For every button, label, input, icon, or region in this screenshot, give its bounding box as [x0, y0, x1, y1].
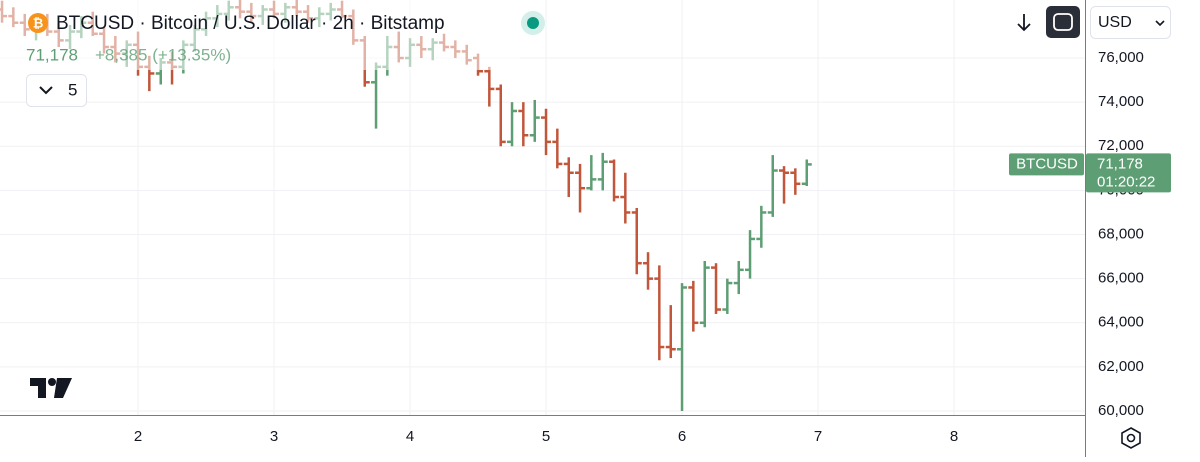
logo-dot	[48, 378, 56, 386]
y-tick-label: 72,000	[1098, 137, 1144, 154]
x-tick-label: 7	[814, 428, 822, 445]
chevron-icon	[39, 86, 53, 95]
settings-icon-center	[1126, 433, 1136, 443]
bitcoin-icon-glyph: ₿	[33, 15, 44, 30]
fullscreen-bg[interactable]	[1046, 6, 1080, 38]
logo-v	[54, 378, 72, 398]
x-tick-label: 5	[542, 428, 550, 445]
currency-label: USD	[1098, 14, 1132, 31]
currency-chevron	[1155, 20, 1165, 27]
market-status-dot[interactable]	[527, 17, 539, 29]
price-tag-bg	[1086, 153, 1171, 193]
x-tick-label: 4	[406, 428, 414, 445]
indicators-toggle[interactable]: 5	[26, 74, 87, 107]
x-tick-label: 8	[950, 428, 958, 445]
x-tick-label: 2	[134, 428, 142, 445]
tradingview-logo	[30, 378, 72, 398]
x-tick-label: 3	[270, 428, 278, 445]
price-change: +8,385 (+13.35%)	[95, 45, 231, 64]
download-button[interactable]	[1008, 6, 1040, 38]
y-tick-label: 74,000	[1098, 93, 1144, 110]
y-tick-label: 62,000	[1098, 358, 1144, 375]
fullscreen-icon	[1053, 13, 1073, 31]
y-tick-label: 68,000	[1098, 225, 1144, 242]
symbol-tag-bg	[1009, 153, 1084, 176]
logo-t	[30, 378, 46, 398]
download-icon	[1017, 14, 1031, 32]
x-tick-label: 6	[678, 428, 686, 445]
y-tick-label: 66,000	[1098, 270, 1144, 287]
chart-title: BTCUSD · Bitcoin / U.S. Dollar · 2h · Bi…	[56, 13, 445, 34]
settings-icon[interactable]	[1121, 427, 1141, 449]
indicators-button[interactable]	[26, 74, 87, 107]
y-tick-label: 64,000	[1098, 314, 1144, 331]
last-price: 71,178	[26, 45, 78, 64]
symbol-tag: BTCUSD	[1016, 155, 1078, 172]
legend-fade	[0, 0, 520, 70]
bitcoin-icon	[28, 13, 48, 33]
fullscreen-button[interactable]	[1046, 6, 1080, 38]
indicators-count: 5	[68, 80, 77, 99]
currency-select[interactable]: USD	[1090, 6, 1171, 39]
axes: 60,00062,00064,00066,00068,00070,00072,0…	[134, 49, 1144, 445]
y-tick-label: 60,000	[1098, 402, 1144, 419]
price-tag-value: 71,178	[1097, 155, 1143, 172]
price-tag-countdown: 01:20:22	[1097, 173, 1155, 190]
y-tick-label: 76,000	[1098, 49, 1144, 66]
currency-box[interactable]	[1090, 6, 1171, 39]
